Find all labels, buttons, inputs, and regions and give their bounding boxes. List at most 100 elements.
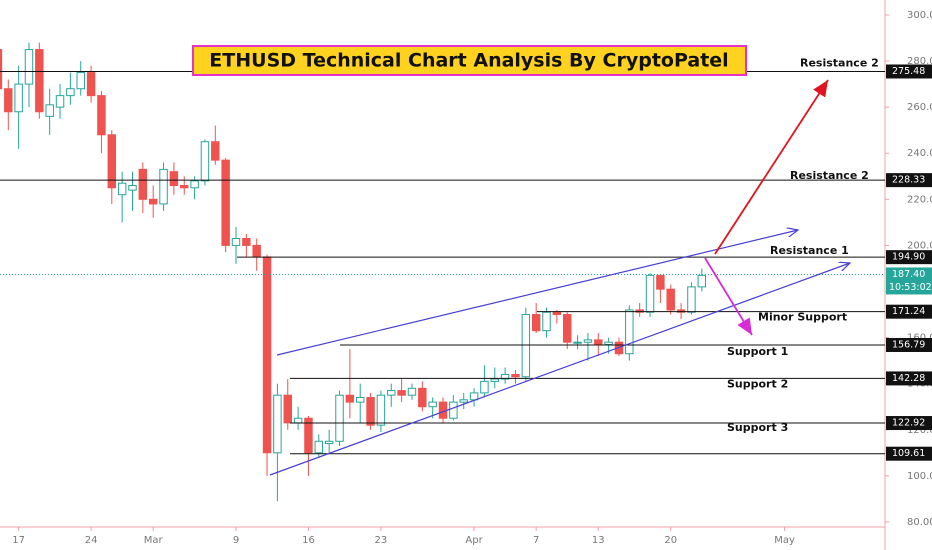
candle-body bbox=[397, 390, 406, 396]
level-tag-label: 122.92 bbox=[892, 418, 925, 429]
candle-body bbox=[252, 244, 261, 258]
level-tag-label: 142.28 bbox=[892, 373, 925, 384]
level-label: Support 3 bbox=[727, 421, 788, 434]
x-tick-label: May bbox=[774, 535, 795, 546]
candle-body bbox=[4, 88, 13, 113]
candle-body bbox=[573, 341, 582, 344]
level-tag-label: 228.33 bbox=[892, 175, 925, 186]
x-tick-label: 23 bbox=[375, 535, 388, 546]
candle-body bbox=[190, 180, 199, 189]
candle-body bbox=[635, 309, 644, 313]
candle-body bbox=[583, 339, 593, 343]
candle-body bbox=[169, 171, 179, 186]
candle-body bbox=[500, 373, 510, 380]
candle-body bbox=[480, 380, 489, 394]
candle-body bbox=[283, 394, 292, 424]
x-tick-label: 17 bbox=[12, 535, 25, 546]
candle-body bbox=[293, 417, 303, 424]
candle-body bbox=[490, 378, 499, 382]
candle-body bbox=[355, 396, 365, 403]
lower-trendline bbox=[269, 263, 850, 476]
candle-body bbox=[407, 387, 417, 396]
candle-body bbox=[45, 104, 54, 117]
candle-body bbox=[0, 49, 3, 90]
x-tick-label: Mar bbox=[144, 535, 164, 546]
candle-body bbox=[594, 339, 603, 345]
y-tick-label: 300.00 bbox=[907, 10, 932, 21]
chart-title: ETHUSD Technical Chart Analysis By Crypt… bbox=[209, 50, 728, 72]
candle-body bbox=[604, 341, 613, 345]
candle-body bbox=[304, 417, 313, 454]
y-tick-label: 100.00 bbox=[907, 471, 932, 482]
level-tag bbox=[886, 416, 932, 431]
candle-body bbox=[200, 141, 210, 182]
level-tag-label: 156.79 bbox=[892, 339, 925, 350]
candle-body bbox=[345, 394, 355, 403]
level-label: Resistance 2 bbox=[790, 169, 869, 182]
y-tick-label: 220.00 bbox=[907, 194, 932, 205]
candle-body bbox=[645, 274, 655, 313]
level-tag bbox=[886, 173, 932, 188]
candle-body bbox=[376, 394, 386, 426]
candle-body bbox=[666, 288, 675, 311]
candle-body bbox=[449, 401, 458, 419]
last-price-label: 187.40 bbox=[892, 269, 925, 280]
candle-body bbox=[86, 72, 96, 97]
candle-body bbox=[469, 392, 479, 401]
candle-body bbox=[273, 394, 282, 454]
x-tick-label: 24 bbox=[85, 535, 98, 546]
bear-arrow bbox=[704, 257, 753, 336]
candle-body bbox=[531, 314, 541, 332]
y-tick-label: 80.00 bbox=[907, 517, 932, 528]
level-tag bbox=[886, 337, 932, 352]
bull-arrow bbox=[714, 79, 829, 255]
candle-body bbox=[128, 184, 137, 191]
level-label: Resistance 1 bbox=[770, 244, 849, 257]
candle-body bbox=[97, 95, 106, 136]
level-tag bbox=[886, 64, 932, 79]
candle-body bbox=[542, 311, 551, 332]
x-tick-label: 13 bbox=[592, 535, 605, 546]
y-tick-label: 240.00 bbox=[907, 148, 932, 159]
candle-body bbox=[625, 309, 634, 355]
candle-body bbox=[231, 237, 241, 246]
plot: Resistance 2 Resistance 2 Resistance 1 Mino… bbox=[0, 42, 885, 502]
level-label: Support 1 bbox=[727, 345, 788, 358]
candle-body bbox=[76, 72, 85, 90]
candle-body bbox=[366, 396, 375, 426]
candle-body bbox=[14, 83, 23, 113]
candle-body bbox=[159, 168, 168, 205]
level-label: Support 2 bbox=[727, 377, 788, 390]
candle-body bbox=[459, 399, 468, 403]
level-tag bbox=[886, 371, 932, 386]
candle-body bbox=[676, 309, 686, 313]
x-tick-label: Apr bbox=[465, 535, 483, 546]
candle-body bbox=[117, 182, 127, 196]
level-tag-label: 171.24 bbox=[892, 306, 925, 317]
title-box bbox=[192, 45, 747, 76]
candle-body bbox=[221, 159, 230, 246]
x-tick-label: 20 bbox=[664, 535, 677, 546]
level-label: Resistance 2 bbox=[800, 56, 879, 69]
candle-body bbox=[180, 184, 189, 189]
annotations bbox=[269, 79, 850, 476]
candle-body bbox=[656, 274, 665, 290]
candle-body bbox=[697, 274, 707, 288]
candle-body bbox=[428, 401, 437, 408]
candle-body bbox=[107, 134, 117, 189]
candle-body bbox=[387, 390, 396, 396]
y-tick-label: 260.00 bbox=[907, 102, 932, 113]
x-tick-label: 7 bbox=[533, 535, 539, 546]
upper-trendline bbox=[276, 230, 798, 356]
price-axis: 80.00100.00120.00140.00160.00180.00200.0… bbox=[885, 10, 932, 528]
candle-body bbox=[324, 440, 334, 445]
candle-body bbox=[687, 286, 696, 313]
candle-body bbox=[148, 198, 158, 205]
level-label: Minor Support bbox=[758, 311, 847, 324]
candle-body bbox=[511, 373, 520, 378]
candle-body bbox=[335, 394, 344, 442]
candle-body bbox=[66, 88, 75, 97]
candle-body bbox=[563, 314, 572, 343]
candle-body bbox=[314, 440, 324, 454]
